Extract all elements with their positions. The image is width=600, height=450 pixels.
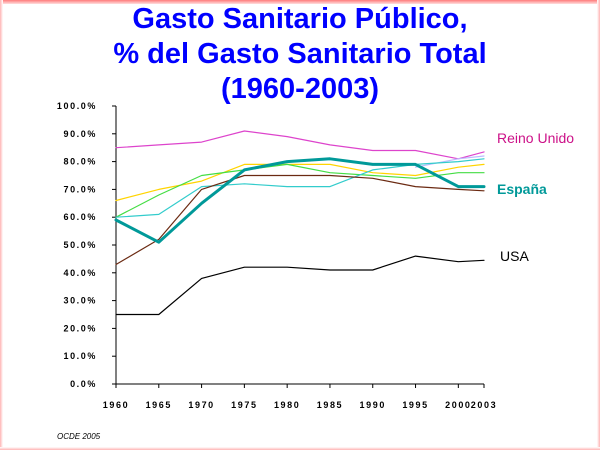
x-tick-label: 1965 [146, 400, 172, 410]
x-tick-label: 1995 [402, 400, 428, 410]
y-tick-label: 50.0% [63, 240, 97, 250]
y-tick-label: 70.0% [63, 184, 97, 194]
slide-border-left [0, 0, 3, 450]
x-tick-label: 1980 [274, 400, 300, 410]
y-tick-label: 90.0% [63, 129, 97, 139]
y-tick-label: 100.0% [57, 101, 97, 111]
x-tick-label: 1985 [317, 400, 343, 410]
series-line-7 [115, 255, 485, 316]
series-line-4 [115, 158, 485, 218]
chart-title-line: % del Gasto Sanitario Total [113, 38, 487, 70]
slide-border-bottom [0, 447, 600, 450]
x-tick-label: 2000 [445, 400, 471, 410]
y-tick-label: 60.0% [63, 212, 97, 222]
series-label-espana: España [497, 181, 547, 197]
series-label-reino-unido: Reino Unido [497, 130, 575, 146]
slide-border-right [597, 0, 600, 450]
series-label-usa: USA [500, 248, 529, 264]
slide-border-top [0, 0, 600, 4]
chart-title: Gasto Sanitario Público, % del Gasto San… [0, 2, 600, 107]
x-tick-label: 1975 [231, 400, 257, 410]
x-tick-label: 1960 [103, 400, 129, 410]
source-note: OCDE 2005 [57, 432, 101, 441]
y-tick-label: 80.0% [63, 157, 97, 167]
y-tick-label: 30.0% [63, 296, 97, 306]
chart-title-line: (1960-2003) [221, 73, 379, 105]
x-tick-label: 2003 [471, 400, 497, 410]
y-tick-label: 40.0% [63, 268, 97, 278]
series-line-1 [414, 155, 485, 168]
chart-title-line: Gasto Sanitario Público, [132, 3, 468, 35]
y-tick-label: 0.0% [70, 379, 97, 389]
series-line-5 [115, 174, 485, 266]
series-line-6 [114, 157, 486, 244]
y-tick-label: 10.0% [63, 351, 97, 361]
x-tick-label: 1990 [360, 400, 386, 410]
series-line-0 [115, 130, 485, 160]
y-tick-label: 20.0% [63, 323, 97, 333]
x-tick-label: 1970 [188, 400, 214, 410]
